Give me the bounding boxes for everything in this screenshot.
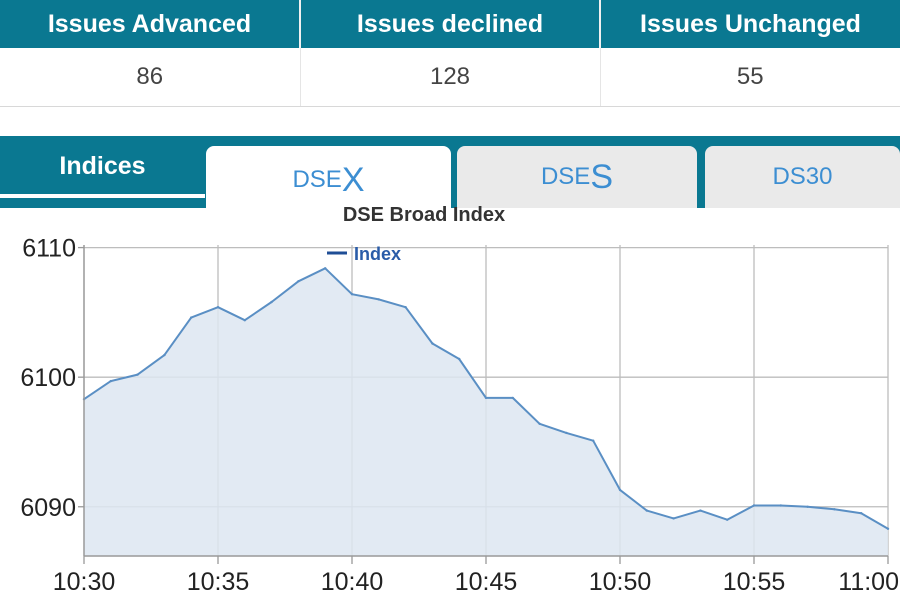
data-point [672,517,675,520]
data-point [297,280,300,283]
data-point [565,431,568,435]
issues-advanced-value: 86 [0,48,301,107]
series-area [84,268,888,556]
data-point [886,527,890,530]
data-point [726,518,729,521]
y-tick-label: 6100 [20,364,76,392]
issues-unchanged-value: 55 [600,48,900,107]
y-tick-label: 6090 [20,494,76,522]
data-point [216,306,220,309]
data-point [109,379,113,383]
issues-advanced-header: Issues Advanced [0,0,301,48]
data-point [592,439,595,442]
tab-dsex[interactable]: DSE X [206,146,451,214]
issues-unchanged-header: Issues Unchanged [600,0,900,48]
x-tick-label: 11:00 [838,568,899,596]
data-point [190,316,193,319]
legend-label: Index [354,244,401,264]
data-point [377,298,380,301]
data-point [618,488,622,492]
issues-declined-value: 128 [300,48,601,107]
index-tab-bar: Indices DSE X DSE S DS30 [0,136,900,214]
chart-title: DSE Broad Index [343,204,505,226]
chart-legend[interactable]: Index [327,244,401,264]
data-point [511,396,514,400]
data-point [163,353,166,357]
x-tick-label: 10:40 [321,568,384,596]
tab-dsex-prefix: DSE [292,166,342,193]
data-point [324,267,327,270]
data-point [243,319,246,322]
y-tick-label: 6110 [22,235,76,263]
data-point [860,512,863,515]
indices-underline [0,194,205,198]
data-point [136,373,139,376]
x-tick-label: 10:45 [455,568,518,596]
data-point [458,357,461,361]
data-point [645,509,648,512]
data-point [484,396,488,400]
data-point [538,422,541,425]
tab-ds30-label: DS30 [772,163,833,190]
x-tick-label: 10:35 [187,568,250,596]
data-point [404,306,407,309]
data-point [699,509,702,512]
tab-dsex-suffix: X [341,160,365,199]
data-point [270,300,273,304]
data-point [431,342,434,345]
axis-layer: 6110 6100 6090 10:30 10:35 10:40 10:45 10:50 10:… [20,235,899,596]
index-chart: 6110 6100 6090 10:30 10:35 10:40 10:45 10:50 10:… [20,204,899,596]
x-tick-label: 10:50 [589,568,652,596]
data-point [779,504,782,507]
market-stats-table: Issues Advanced Issues declined Issues U… [0,0,900,107]
issues-declined-header: Issues declined [300,0,601,48]
tab-dses-suffix: S [590,157,614,196]
indices-label: Indices [59,151,146,180]
tab-dses-prefix: DSE [540,163,591,190]
x-tick-label: 10:30 [53,568,116,596]
x-tick-label: 10:55 [723,568,786,596]
data-point [350,293,354,296]
tab-ds30[interactable]: DS30 [705,146,900,208]
data-point [833,508,836,511]
tab-dses[interactable]: DSE S [457,146,697,208]
data-point [752,504,756,507]
data-point [806,505,809,508]
